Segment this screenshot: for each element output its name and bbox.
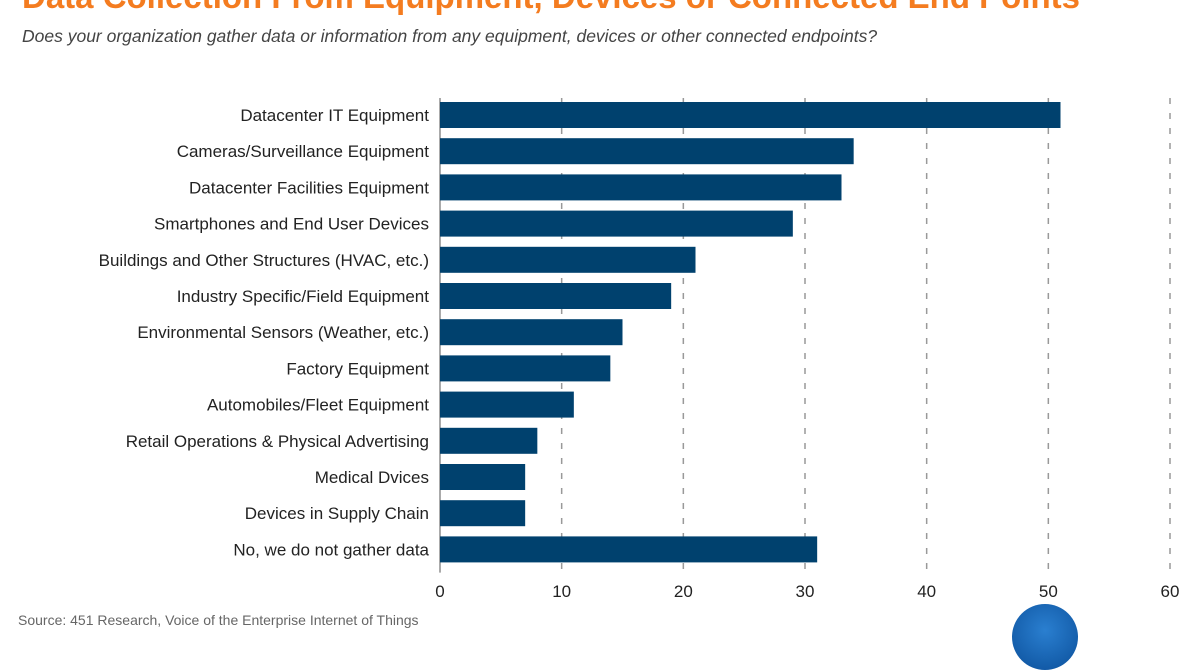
- category-label: Datacenter Facilities Equipment: [189, 178, 429, 197]
- bar: [440, 464, 526, 490]
- category-label: Cameras/Surveillance Equipment: [177, 142, 430, 161]
- x-tick-label: 30: [796, 582, 815, 601]
- category-label: Environmental Sensors (Weather, etc.): [137, 323, 429, 342]
- category-label: No, we do not gather data: [233, 540, 429, 559]
- bar: [440, 391, 574, 418]
- x-tick-label: 60: [1161, 582, 1180, 601]
- bar: [440, 102, 1061, 128]
- category-label: Devices in Supply Chain: [245, 504, 429, 523]
- bar: [440, 427, 538, 454]
- category-label: Factory Equipment: [286, 359, 429, 378]
- category-label: Retail Operations & Physical Advertising: [126, 432, 429, 451]
- category-label: Smartphones and End User Devices: [154, 215, 429, 234]
- chart-title: Data Collection From Equipment, Devices …: [22, 0, 1080, 16]
- logo-icon: [1012, 604, 1078, 670]
- source-note: Source: 451 Research, Voice of the Enter…: [18, 612, 419, 628]
- x-tick-label: 50: [1039, 582, 1058, 601]
- category-label: Medical Dvices: [315, 468, 429, 487]
- bar: [440, 138, 854, 165]
- chart-subtitle: Does your organization gather data or in…: [22, 26, 878, 46]
- category-label: Datacenter IT Equipment: [240, 106, 429, 125]
- bar: [440, 283, 672, 309]
- x-tick-label: 10: [552, 582, 571, 601]
- x-tick-label: 40: [917, 582, 936, 601]
- bar: [440, 210, 793, 237]
- x-tick-label: 20: [674, 582, 693, 601]
- category-label: Buildings and Other Structures (HVAC, et…: [99, 251, 429, 270]
- bar: [440, 355, 611, 382]
- bar: [440, 246, 696, 273]
- bar-chart: 0 10 20 30 40 50 60 Datacenter IT Equipment Came…: [99, 98, 1180, 601]
- bar: [440, 174, 842, 201]
- bar: [440, 536, 818, 563]
- bar: [440, 500, 526, 527]
- bar: [440, 319, 623, 346]
- category-label: Automobiles/Fleet Equipment: [207, 396, 429, 415]
- category-label: Industry Specific/Field Equipment: [177, 287, 430, 306]
- x-tick-label: 0: [435, 582, 444, 601]
